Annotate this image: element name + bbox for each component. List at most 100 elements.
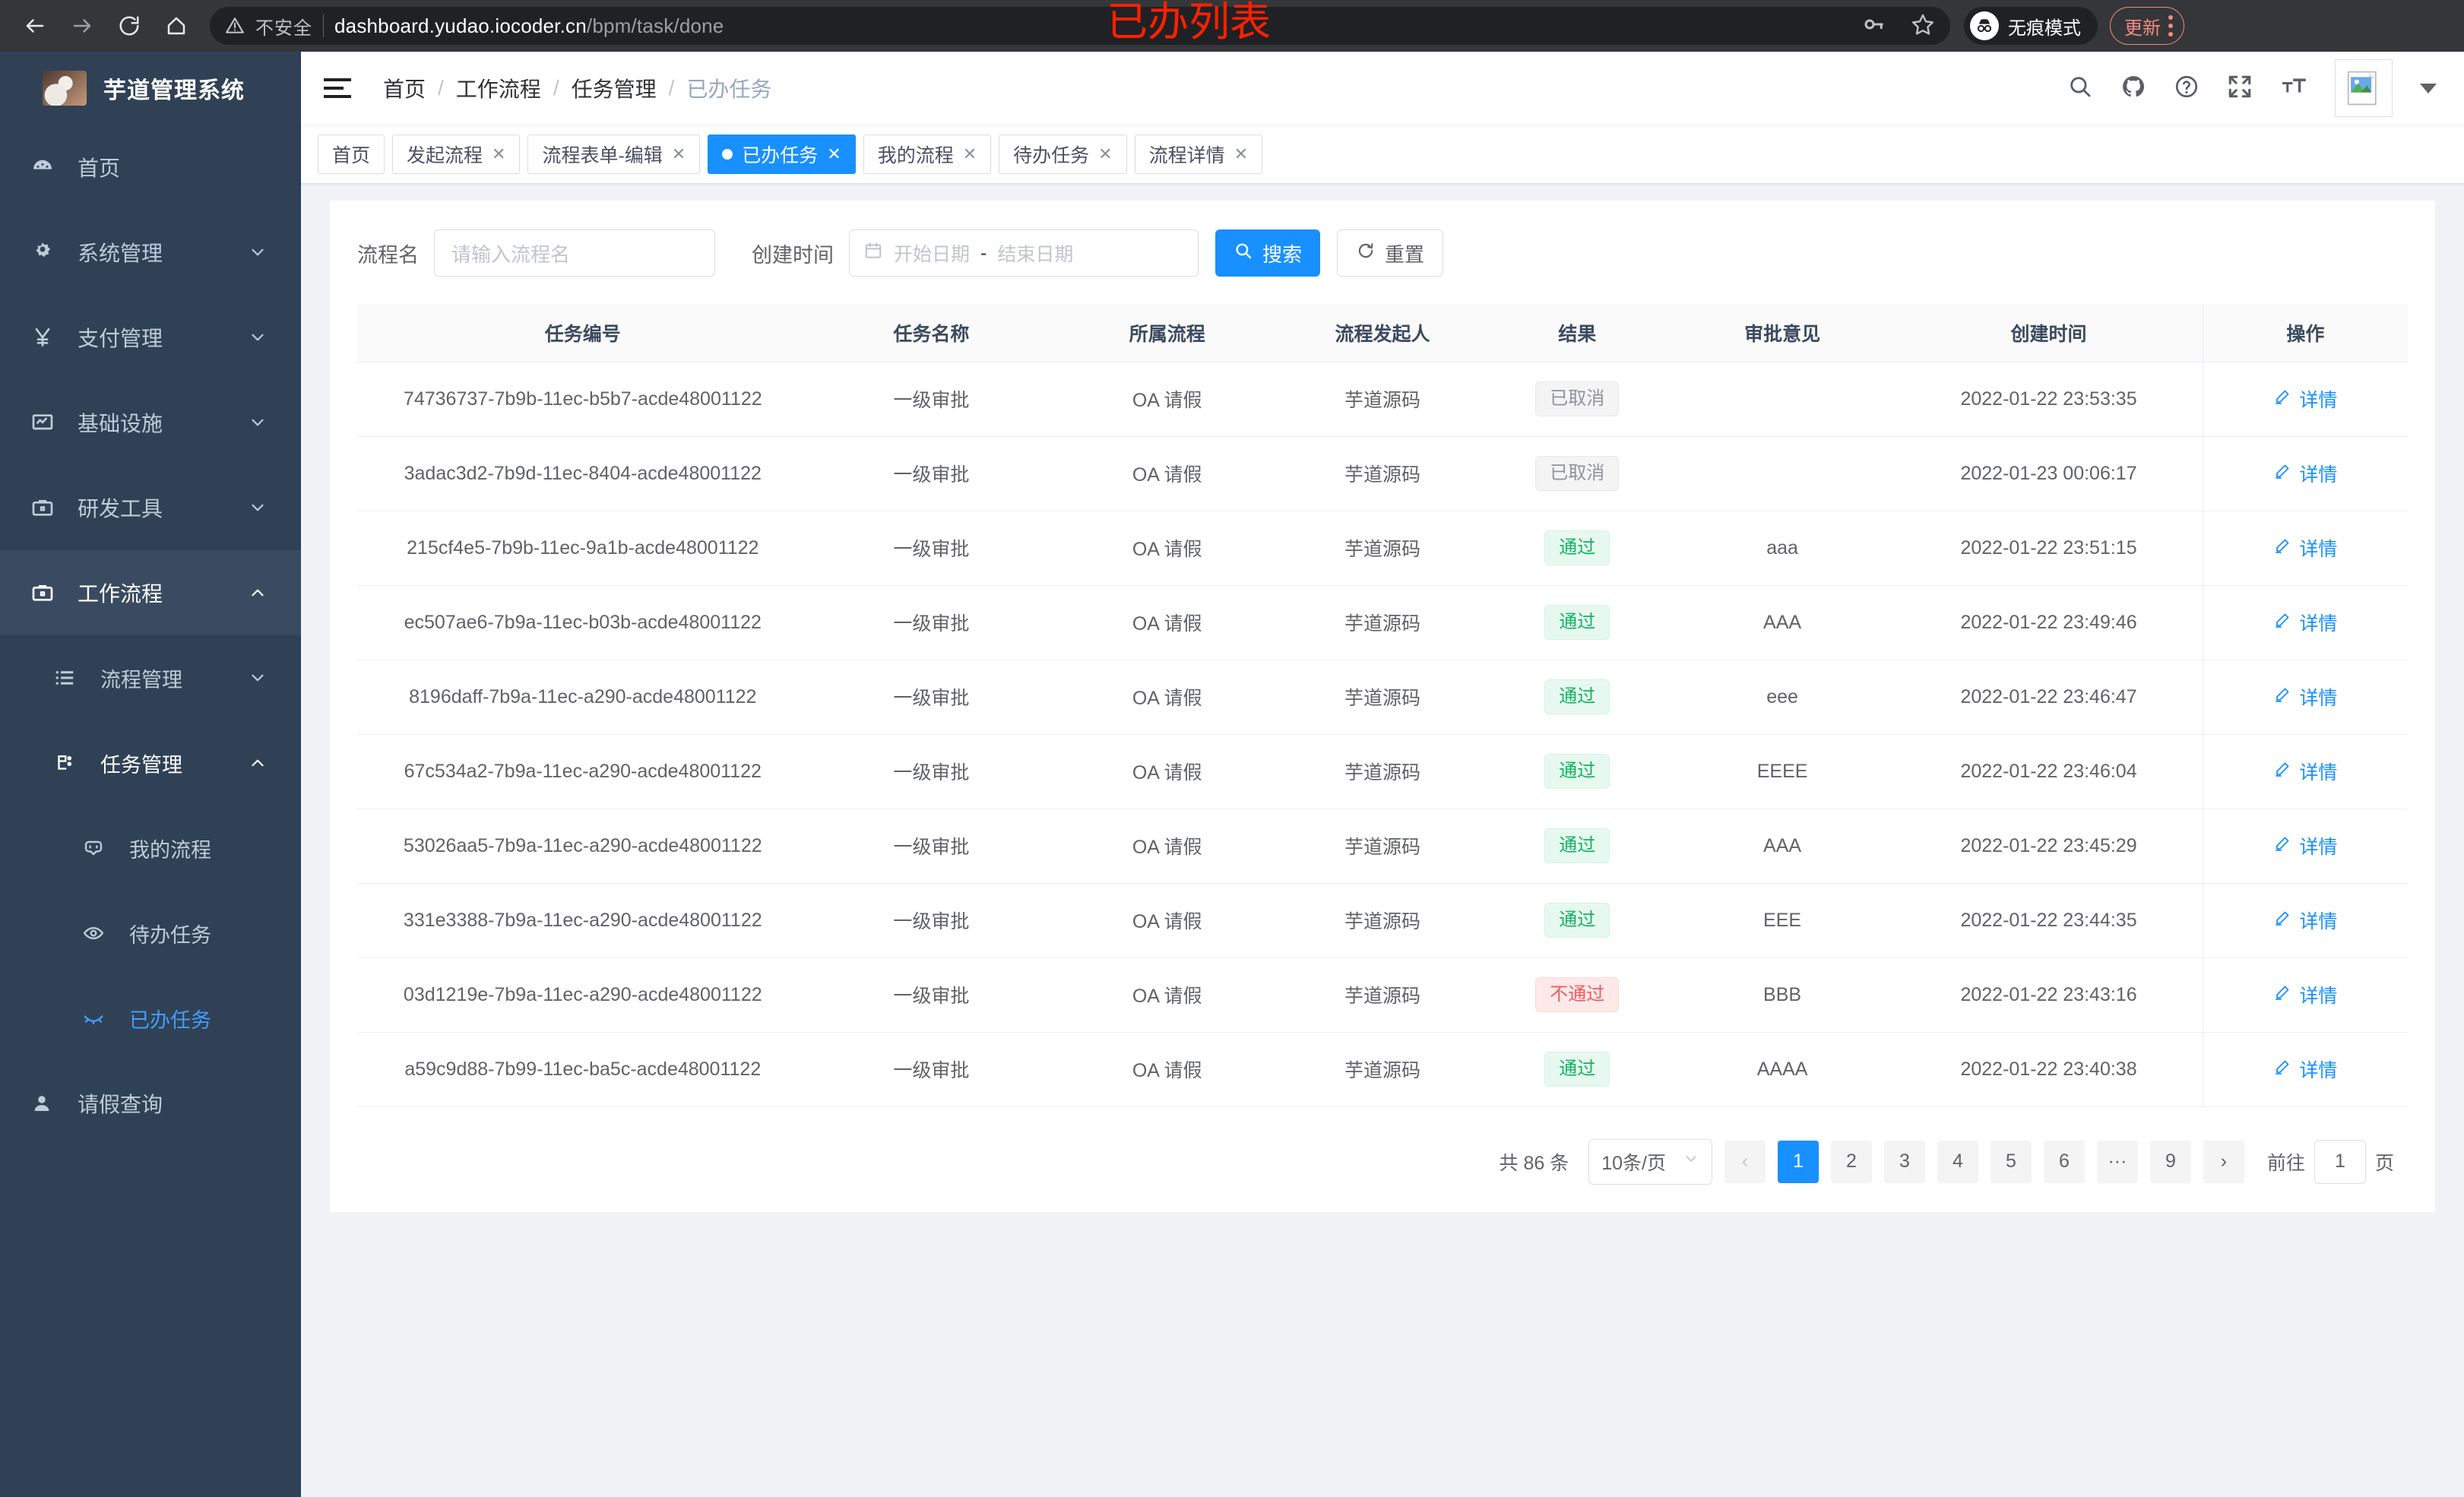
sidebar-item-payment[interactable]: 支付管理 — [0, 295, 301, 380]
cell-operation: 详情 — [2202, 734, 2408, 809]
process-name-input[interactable]: 请输入流程名 — [434, 229, 715, 277]
help-icon[interactable] — [2174, 74, 2200, 103]
github-icon[interactable] — [2120, 74, 2146, 103]
sidebar-item-process-management[interactable]: 流程管理 — [0, 635, 301, 720]
tabs-bar: 首页 发起流程 ✕ 流程表单-编辑 ✕ 已办任务 ✕ 我的流程 ✕ 待办任务 ✕ — [301, 125, 2464, 184]
create-time-daterange[interactable]: 开始日期 - 结束日期 — [849, 229, 1199, 277]
sidebar-item-leave-query[interactable]: 请假查询 — [0, 1061, 301, 1146]
detail-link[interactable]: 详情 — [2273, 683, 2337, 711]
sidebar-toggle-button[interactable] — [324, 78, 357, 98]
breadcrumb-item-home[interactable]: 首页 — [383, 78, 426, 101]
breadcrumb-separator: / — [438, 76, 444, 100]
sidebar-logo[interactable]: 芋道管理系统 — [0, 52, 301, 125]
tab-start-process[interactable]: 发起流程 ✕ — [392, 134, 521, 174]
sidebar-item-devtools[interactable]: 研发工具 — [0, 465, 301, 550]
cell-create-time: 2022-01-22 23:46:04 — [1895, 734, 2203, 809]
detail-link[interactable]: 详情 — [2273, 1055, 2337, 1083]
password-key-icon[interactable] — [1862, 13, 1885, 40]
sidebar-item-my-process[interactable]: 我的流程 — [0, 805, 301, 891]
pagination-page-button[interactable]: 2 — [1830, 1140, 1872, 1183]
page-size-select[interactable]: 10条/页 — [1588, 1138, 1712, 1185]
pagination-page-button[interactable]: 4 — [1937, 1140, 1978, 1183]
status-badge: 通过 — [1544, 604, 1610, 641]
reset-button[interactable]: 重置 — [1337, 229, 1444, 277]
table-row: 67c534a2-7b9a-11ec-a290-acde48001122 一级审批… — [357, 734, 2408, 809]
sidebar-item-home[interactable]: 首页 — [0, 125, 301, 210]
close-icon[interactable]: ✕ — [962, 144, 977, 163]
fullscreen-icon[interactable] — [2227, 74, 2253, 103]
tab-todo-tasks[interactable]: 待办任务 ✕ — [999, 134, 1127, 174]
sidebar-item-system[interactable]: 系统管理 — [0, 210, 301, 295]
breadcrumb-item-task-management[interactable]: 任务管理 — [571, 78, 657, 101]
search-button[interactable]: 搜索 — [1215, 229, 1321, 277]
sidebar-item-workflow[interactable]: 工作流程 — [0, 550, 301, 635]
cell-task-id: 331e3388-7b9a-11ec-a290-acde48001122 — [357, 883, 809, 958]
pagination-prev-button[interactable]: ‹ — [1724, 1140, 1766, 1183]
chrome-menu-icon[interactable] — [2168, 15, 2173, 36]
sidebar-item-infrastructure[interactable]: 基础设施 — [0, 380, 301, 465]
detail-link[interactable]: 详情 — [2273, 832, 2337, 859]
forward-button[interactable] — [61, 5, 103, 47]
chevron-down-icon — [248, 242, 268, 262]
pagination-page-button[interactable]: 6 — [2043, 1140, 2085, 1183]
pagination-page-button[interactable]: 3 — [1883, 1140, 1925, 1183]
pagination-page-button[interactable]: 5 — [1990, 1140, 2032, 1183]
app-root: 芋道管理系统 首页 系统管理 支付管理 — [0, 52, 2464, 1497]
detail-link[interactable]: 详情 — [2273, 758, 2337, 785]
security-label: 不安全 — [255, 17, 312, 39]
sidebar-item-label: 研发工具 — [78, 497, 163, 521]
pagination-page-button[interactable]: 1 — [1777, 1140, 1819, 1183]
table-row: 3adac3d2-7b9d-11ec-8404-acde48001122 一级审批… — [357, 436, 2408, 511]
detail-link[interactable]: 详情 — [2273, 981, 2337, 1008]
pagination-next-button[interactable]: › — [2203, 1140, 2244, 1183]
sidebar-item-done-tasks[interactable]: 已办任务 — [0, 976, 301, 1061]
sidebar-item-task-management[interactable]: 任务管理 — [0, 720, 301, 805]
jump-page-input[interactable]: 1 — [2314, 1139, 2366, 1184]
search-icon[interactable] — [2067, 74, 2093, 103]
close-icon[interactable]: ✕ — [492, 144, 506, 163]
update-label: 更新 — [2124, 17, 2161, 39]
font-size-icon[interactable] — [2280, 73, 2307, 104]
bookmark-star-icon[interactable] — [1911, 12, 1935, 40]
pagination-page-button[interactable]: 9 — [2149, 1140, 2191, 1183]
table-row: a59c9d88-7b99-11ec-ba5c-acde48001122 一级审批… — [357, 1032, 2408, 1107]
incognito-indicator[interactable]: 无痕模式 — [1964, 7, 2098, 45]
sidebar-item-label: 系统管理 — [78, 242, 163, 265]
close-icon[interactable]: ✕ — [671, 144, 686, 163]
detail-link[interactable]: 详情 — [2273, 907, 2337, 934]
close-icon[interactable]: ✕ — [1098, 144, 1113, 163]
pagination-page-button[interactable]: ··· — [2096, 1140, 2138, 1183]
sidebar-item-todo-tasks[interactable]: 待办任务 — [0, 891, 301, 976]
detail-link[interactable]: 详情 — [2273, 460, 2337, 487]
tab-process-form-edit[interactable]: 流程表单-编辑 ✕ — [527, 134, 701, 174]
reload-button[interactable] — [108, 5, 150, 47]
tab-my-process[interactable]: 我的流程 ✕ — [863, 134, 992, 174]
detail-link-label: 详情 — [2299, 986, 2338, 1007]
back-button[interactable] — [14, 5, 56, 47]
edit-icon — [2273, 834, 2291, 858]
detail-link-label: 详情 — [2299, 762, 2338, 783]
close-icon[interactable]: ✕ — [1234, 144, 1249, 163]
tab-process-detail[interactable]: 流程详情 ✕ — [1134, 134, 1263, 174]
cell-task-id: 03d1219e-7b9a-11ec-a290-acde48001122 — [357, 957, 809, 1033]
tab-done-tasks[interactable]: 已办任务 ✕ — [708, 134, 856, 174]
cell-result: 已取消 — [1484, 362, 1670, 437]
chevron-down-icon — [248, 413, 268, 432]
address-bar[interactable]: 不安全 dashboard.yudao.iocoder.cn/bpm/task/… — [210, 7, 1950, 45]
chevron-down-icon[interactable] — [2420, 83, 2437, 93]
cell-starter: 芋道源码 — [1280, 585, 1485, 660]
cell-result: 通过 — [1484, 883, 1670, 958]
chevron-down-icon — [248, 498, 268, 517]
detail-link[interactable]: 详情 — [2273, 534, 2337, 562]
avatar[interactable] — [2335, 59, 2393, 117]
update-button[interactable]: 更新 — [2110, 7, 2184, 45]
home-button[interactable] — [155, 5, 198, 47]
pagination: 共 86 条 10条/页 ‹ 1 2 3 4 5 6 ··· 9 › — [357, 1138, 2408, 1197]
sidebar-item-label: 已办任务 — [129, 1008, 211, 1032]
breadcrumb-item-workflow[interactable]: 工作流程 — [455, 78, 541, 101]
close-icon[interactable]: ✕ — [827, 144, 841, 163]
tab-home[interactable]: 首页 — [318, 134, 385, 174]
detail-link[interactable]: 详情 — [2273, 385, 2337, 413]
omnibox-actions — [1862, 12, 1935, 40]
detail-link[interactable]: 详情 — [2273, 609, 2337, 636]
